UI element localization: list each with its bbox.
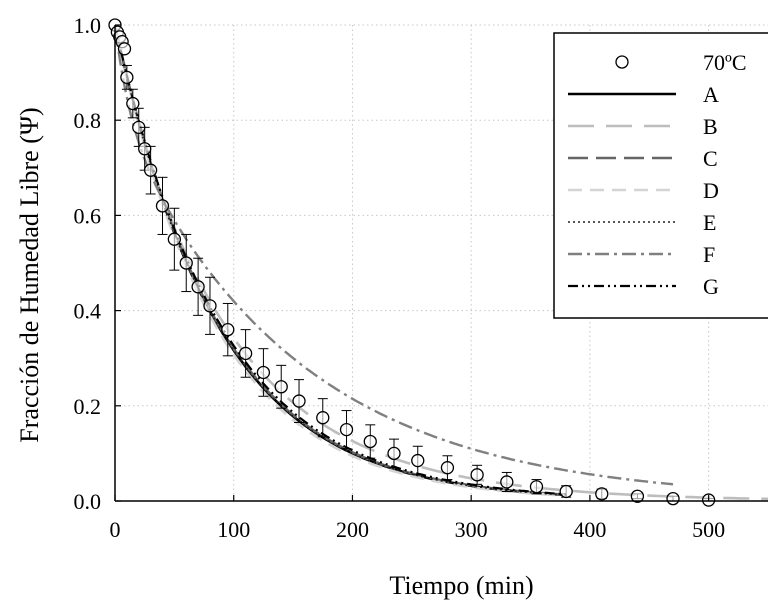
legend-label-f: F — [703, 242, 715, 267]
data-point — [138, 142, 152, 156]
data-point — [339, 422, 354, 437]
data-point — [363, 434, 377, 449]
data-point — [221, 322, 235, 337]
data-point — [143, 163, 158, 177]
curve-e — [115, 24, 567, 496]
y-tick-label: 0.8 — [74, 108, 102, 133]
legend-label-g: G — [703, 274, 719, 299]
data-point — [529, 480, 544, 494]
y-tick-label: 0.0 — [74, 489, 102, 514]
x-tick-label: 300 — [455, 517, 488, 542]
data-point — [630, 489, 645, 503]
data-point — [120, 70, 134, 85]
data-point — [440, 461, 455, 475]
x-tick-label: 0 — [110, 517, 121, 542]
data-point — [292, 394, 306, 408]
data-point — [470, 468, 484, 482]
data-point — [203, 299, 217, 313]
x-tick-label: 400 — [573, 517, 606, 542]
legend-marker-observed — [615, 55, 629, 69]
data-point — [316, 411, 330, 425]
x-axis-title: Tiempo (min) — [389, 571, 533, 600]
data-point — [126, 96, 140, 111]
axis-ticks: 0 100 200 300 400 500 0.0 0.2 0.4 0.6 0.8 1.0 — [74, 13, 726, 542]
legend-box — [553, 32, 768, 319]
y-tick-label: 0.4 — [74, 299, 102, 324]
data-point — [238, 346, 253, 361]
data-point — [117, 42, 132, 56]
data-point — [179, 256, 193, 270]
x-tick-label: 100 — [217, 517, 250, 542]
legend-label-observed: 70ºC — [703, 50, 747, 75]
curve-b — [115, 24, 768, 501]
y-tick-label: 0.6 — [74, 203, 102, 228]
legend-label-c: C — [703, 146, 718, 171]
y-tick-label: 0.2 — [74, 394, 102, 419]
x-tick-label: 200 — [336, 517, 369, 542]
legend-label-b: B — [703, 114, 718, 139]
x-tick-label: 500 — [692, 517, 725, 542]
data-point — [559, 484, 573, 499]
legend-label-d: D — [703, 178, 719, 203]
curve-d — [115, 24, 567, 497]
data-point — [666, 491, 680, 506]
data-point — [191, 280, 205, 294]
data-point — [595, 487, 609, 501]
data-point — [155, 199, 170, 213]
y-axis-title: Fracción de Humedad Libre (Ψ) — [15, 107, 44, 442]
grid — [115, 24, 768, 501]
data-point — [167, 232, 182, 246]
data-point — [500, 475, 514, 489]
model-curves — [115, 24, 768, 501]
observed-points — [108, 18, 716, 507]
data-point — [274, 380, 288, 394]
curve-f — [115, 24, 674, 486]
data-point — [256, 365, 271, 380]
legend-label-e: E — [703, 210, 716, 235]
legend-label-a: A — [703, 82, 719, 107]
y-tick-label: 1.0 — [74, 13, 102, 38]
data-point — [387, 446, 401, 461]
data-point — [411, 453, 425, 468]
